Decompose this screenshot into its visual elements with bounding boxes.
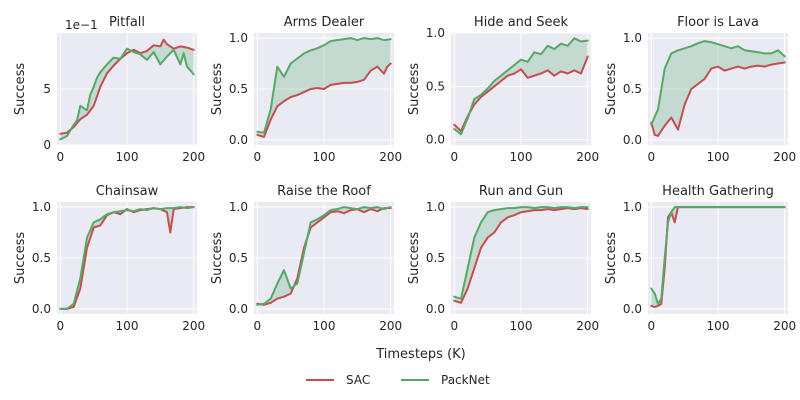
x-tick-label: 0 <box>254 319 262 333</box>
series-line-sac <box>59 38 195 135</box>
difference-band <box>651 41 785 136</box>
x-tick-label: 200 <box>773 319 796 333</box>
y-tick-label: 5 <box>43 82 51 96</box>
y-tick-label: 0.5 <box>623 82 642 96</box>
series-line-sac <box>453 207 589 304</box>
subplot-health-gathering: 0 100 200 0.0 0.5 1.0 Health Gathering Success <box>604 184 796 333</box>
series-line-sac <box>453 55 589 133</box>
x-tick-label: 100 <box>313 319 336 333</box>
series-line-packnet <box>256 37 392 134</box>
difference-band <box>454 38 588 135</box>
x-tick-label: 0 <box>254 150 262 164</box>
x-tick-label: 100 <box>116 319 139 333</box>
y-tick-label: 0.5 <box>623 251 642 265</box>
subplot-pitfall: 0 100 200 0 5 Pitfall Success 1e−1 <box>13 15 205 164</box>
y-tick-label: 0.5 <box>426 251 445 265</box>
x-tick-label: 200 <box>773 150 796 164</box>
difference-band <box>60 39 194 140</box>
x-tick-label: 200 <box>379 319 402 333</box>
series-line-packnet <box>256 206 392 306</box>
y-tick-label: 0 <box>43 138 51 152</box>
y-tick-label: 0.0 <box>229 302 248 316</box>
series-line-packnet <box>650 206 786 305</box>
y-tick-label: 0.0 <box>623 302 642 316</box>
subplot-raise-the-roof: 0 100 200 0.0 0.5 1.0 Raise the Roof Success <box>210 184 402 333</box>
legend: SAC PackNet <box>306 373 490 387</box>
subplot-floor-is-lava: 0 100 200 0.0 0.5 1.0 Floor is Lava Success <box>604 15 796 164</box>
legend-sac-label: SAC <box>346 373 370 387</box>
axis-offset-label: 1e−1 <box>65 18 98 32</box>
series-line-packnet <box>650 40 786 126</box>
subplot-title: Arms Dealer <box>284 15 365 30</box>
x-tick-label: 200 <box>379 150 402 164</box>
x-tick-label: 0 <box>451 150 459 164</box>
x-tick-label: 0 <box>648 319 656 333</box>
y-axis-label: Success <box>210 232 225 285</box>
difference-band <box>257 38 391 137</box>
y-tick-label: 0.0 <box>426 302 445 316</box>
y-tick-label: 0.5 <box>229 251 248 265</box>
y-axis-label: Success <box>210 63 225 116</box>
y-tick-label: 0.5 <box>32 251 51 265</box>
y-tick-label: 0.0 <box>623 133 642 147</box>
series-line-packnet <box>59 47 195 141</box>
x-tick-label: 100 <box>313 150 336 164</box>
y-tick-label: 0.0 <box>426 133 445 147</box>
subplot-arms-dealer: 0 100 200 0.0 0.5 1.0 Arms Dealer Success <box>210 15 402 164</box>
x-tick-label: 0 <box>648 150 656 164</box>
y-tick-label: 0.0 <box>32 302 51 316</box>
y-tick-label: 1.0 <box>426 26 445 40</box>
subplot-title: Health Gathering <box>662 184 774 199</box>
subplot-chainsaw: 0 100 200 0.0 0.5 1.0 Chainsaw Success <box>13 184 205 333</box>
y-axis-label: Success <box>604 232 619 285</box>
x-tick-label: 0 <box>57 150 65 164</box>
subplot-title: Pitfall <box>109 15 145 30</box>
series-line-packnet <box>453 37 589 136</box>
y-axis-label: Success <box>13 232 28 285</box>
y-axis-label: Success <box>407 63 422 116</box>
x-tick-label: 100 <box>510 150 533 164</box>
y-tick-label: 1.0 <box>229 200 248 214</box>
subplots-grid: 0 100 200 0 5 Pitfall Success 1e−1 0 100 200 0.0 0.5… <box>13 15 796 333</box>
subplot-title: Raise the Roof <box>277 184 371 199</box>
subplot-run-and-gun: 0 100 200 0.0 0.5 1.0 Run and Gun Success <box>407 184 599 333</box>
series-line-sac <box>256 62 392 138</box>
x-tick-label: 0 <box>451 319 459 333</box>
series-line-sac <box>650 61 786 137</box>
difference-band <box>454 207 588 303</box>
x-tick-label: 100 <box>116 150 139 164</box>
y-axis-label: Success <box>604 63 619 116</box>
series-line-packnet <box>59 206 195 310</box>
y-axis-label: Success <box>407 232 422 285</box>
y-tick-label: 1.0 <box>32 200 51 214</box>
y-tick-label: 0.5 <box>426 79 445 93</box>
x-tick-label: 200 <box>576 319 599 333</box>
subplot-title: Floor is Lava <box>677 15 759 30</box>
series-line-packnet <box>453 206 589 300</box>
legend-packnet-label: PackNet <box>441 373 490 387</box>
x-tick-label: 200 <box>182 319 205 333</box>
x-tick-label: 100 <box>707 150 730 164</box>
x-tick-label: 200 <box>576 150 599 164</box>
y-tick-label: 0.5 <box>229 82 248 96</box>
subplot-title: Chainsaw <box>96 184 159 199</box>
x-tick-label: 0 <box>57 319 65 333</box>
figure-xlabel: Timesteps (K) <box>375 347 466 362</box>
subplot-title: Hide and Seek <box>474 15 569 30</box>
y-tick-label: 1.0 <box>426 200 445 214</box>
series-line-sac <box>256 207 392 306</box>
x-tick-label: 100 <box>707 319 730 333</box>
y-tick-label: 1.0 <box>623 200 642 214</box>
subplot-hide-and-seek: 0 100 200 0.0 0.5 1.0 Hide and Seek Success <box>407 15 599 164</box>
y-tick-label: 0.0 <box>229 133 248 147</box>
y-tick-label: 1.0 <box>623 31 642 45</box>
y-axis-label: Success <box>13 63 28 116</box>
subplot-title: Run and Gun <box>479 184 563 199</box>
x-tick-label: 100 <box>510 319 533 333</box>
x-tick-label: 200 <box>182 150 205 164</box>
y-tick-label: 1.0 <box>229 31 248 45</box>
